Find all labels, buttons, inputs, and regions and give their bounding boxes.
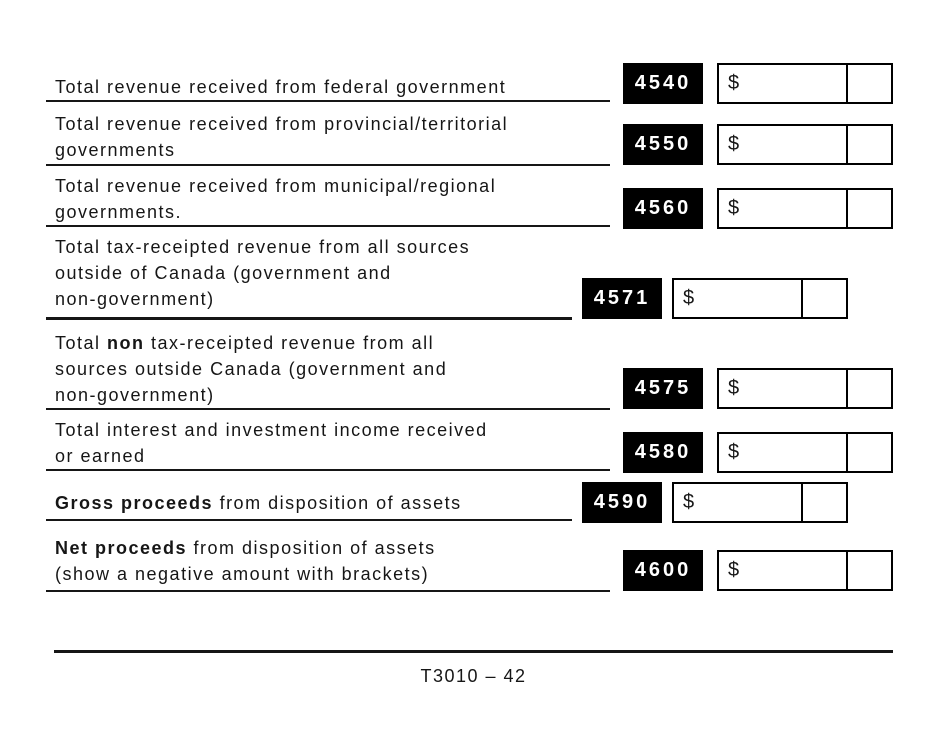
amount-value[interactable] <box>694 484 801 521</box>
dollar-sign: $ <box>728 197 740 219</box>
line-code-4571: 4571 <box>582 278 662 319</box>
dollar-sign: $ <box>728 133 740 155</box>
label-text: Total tax-receipted revenue from all sou… <box>55 237 471 309</box>
label-underline <box>46 164 610 166</box>
label-text: from disposition of assets (show a negat… <box>55 538 436 584</box>
label-bold-text: non <box>107 333 145 353</box>
amount-value[interactable] <box>739 552 846 589</box>
line-code-4540: 4540 <box>623 63 703 104</box>
cents-cell[interactable] <box>846 552 891 589</box>
line-code-4560: 4560 <box>623 188 703 229</box>
cents-cell[interactable] <box>846 126 891 163</box>
dollar-sign: $ <box>728 441 740 463</box>
label-text: Total revenue received from provincial/t… <box>55 114 509 160</box>
amount-field-4590[interactable]: $ <box>672 482 848 523</box>
line-label-4575: Total non tax-receipted revenue from all… <box>55 330 630 408</box>
amount-field-4580[interactable]: $ <box>717 432 893 473</box>
amount-field-4575[interactable]: $ <box>717 368 893 409</box>
amount-field-4540[interactable]: $ <box>717 63 893 104</box>
amount-field-4600[interactable]: $ <box>717 550 893 591</box>
cents-cell[interactable] <box>846 434 891 471</box>
amount-value[interactable] <box>739 190 846 227</box>
dollar-sign: $ <box>683 287 695 309</box>
line-label-4590: Gross proceeds from disposition of asset… <box>55 490 630 516</box>
label-text: Total <box>55 333 108 353</box>
dollar-sign: $ <box>683 491 695 513</box>
dollar-sign: $ <box>728 559 740 581</box>
amount-value[interactable] <box>694 280 801 317</box>
amount-value[interactable] <box>739 65 846 102</box>
cents-cell[interactable] <box>846 370 891 407</box>
dollar-sign: $ <box>728 377 740 399</box>
label-underline <box>46 100 610 102</box>
dollar-sign: $ <box>728 72 740 94</box>
footer-divider <box>54 650 893 653</box>
line-label-4560: Total revenue received from municipal/re… <box>55 173 630 225</box>
label-text: tax-receipted revenue from all sources o… <box>55 333 448 405</box>
label-text: from disposition of assets <box>213 493 462 513</box>
amount-field-4550[interactable]: $ <box>717 124 893 165</box>
amount-field-4560[interactable]: $ <box>717 188 893 229</box>
label-bold-text: Gross proceeds <box>55 493 214 513</box>
cents-cell[interactable] <box>801 484 846 521</box>
label-underline <box>46 469 610 471</box>
line-label-4580: Total interest and investment income rec… <box>55 417 630 469</box>
cents-cell[interactable] <box>846 65 891 102</box>
label-underline <box>46 225 610 227</box>
line-label-4600: Net proceeds from disposition of assets … <box>55 535 630 587</box>
amount-value[interactable] <box>739 126 846 163</box>
label-text: Total revenue received from municipal/re… <box>55 176 497 222</box>
cents-cell[interactable] <box>801 280 846 317</box>
label-underline <box>46 408 610 410</box>
label-underline <box>46 590 610 592</box>
footer-page-code: T3010 – 42 <box>420 666 527 686</box>
amount-field-4571[interactable]: $ <box>672 278 848 319</box>
line-code-4590: 4590 <box>582 482 662 523</box>
label-underline <box>46 519 572 521</box>
amount-value[interactable] <box>739 370 846 407</box>
line-label-4540: Total revenue received from federal gove… <box>55 74 630 100</box>
amount-value[interactable] <box>739 434 846 471</box>
label-text: Total revenue received from federal gove… <box>55 77 507 97</box>
line-code-4575: 4575 <box>623 368 703 409</box>
line-code-4580: 4580 <box>623 432 703 473</box>
line-label-4571: Total tax-receipted revenue from all sou… <box>55 234 630 312</box>
line-code-4550: 4550 <box>623 124 703 165</box>
label-text: Total interest and investment income rec… <box>55 420 488 466</box>
line-label-4550: Total revenue received from provincial/t… <box>55 111 630 163</box>
line-code-4600: 4600 <box>623 550 703 591</box>
label-bold-text: Net proceeds <box>55 538 188 558</box>
cents-cell[interactable] <box>846 190 891 227</box>
label-underline <box>46 317 572 320</box>
